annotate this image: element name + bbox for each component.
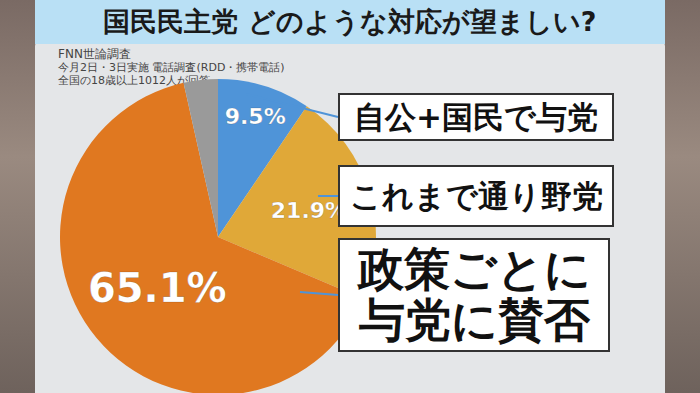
html-text:これまで通り野党: これまで通り野党 [349, 178, 603, 214]
html-text:FNN世論調査: FNN世論調査 [58, 47, 131, 61]
svg-text:9.5%: 9.5% [225, 104, 286, 129]
html-text:自公+国民で与党: 自公+国民で与党 [354, 99, 598, 135]
html-text:国民民主党 どのような対応が望ましい?: 国民民主党 どのような対応が望ましい? [103, 6, 597, 37]
html-text:政策ごとに与党に賛否: 政策ごとに与党に賛否 [357, 242, 591, 347]
svg-text:65.1%: 65.1% [88, 265, 227, 311]
svg-text:21.9%: 21.9% [271, 198, 347, 223]
html-text:今月2日・3日実施 電話調査(RDD・携帯電話): 今月2日・3日実施 電話調査(RDD・携帯電話) [58, 61, 285, 74]
html-text:全国の18歳以上1012人が回答: 全国の18歳以上1012人が回答 [58, 74, 210, 87]
